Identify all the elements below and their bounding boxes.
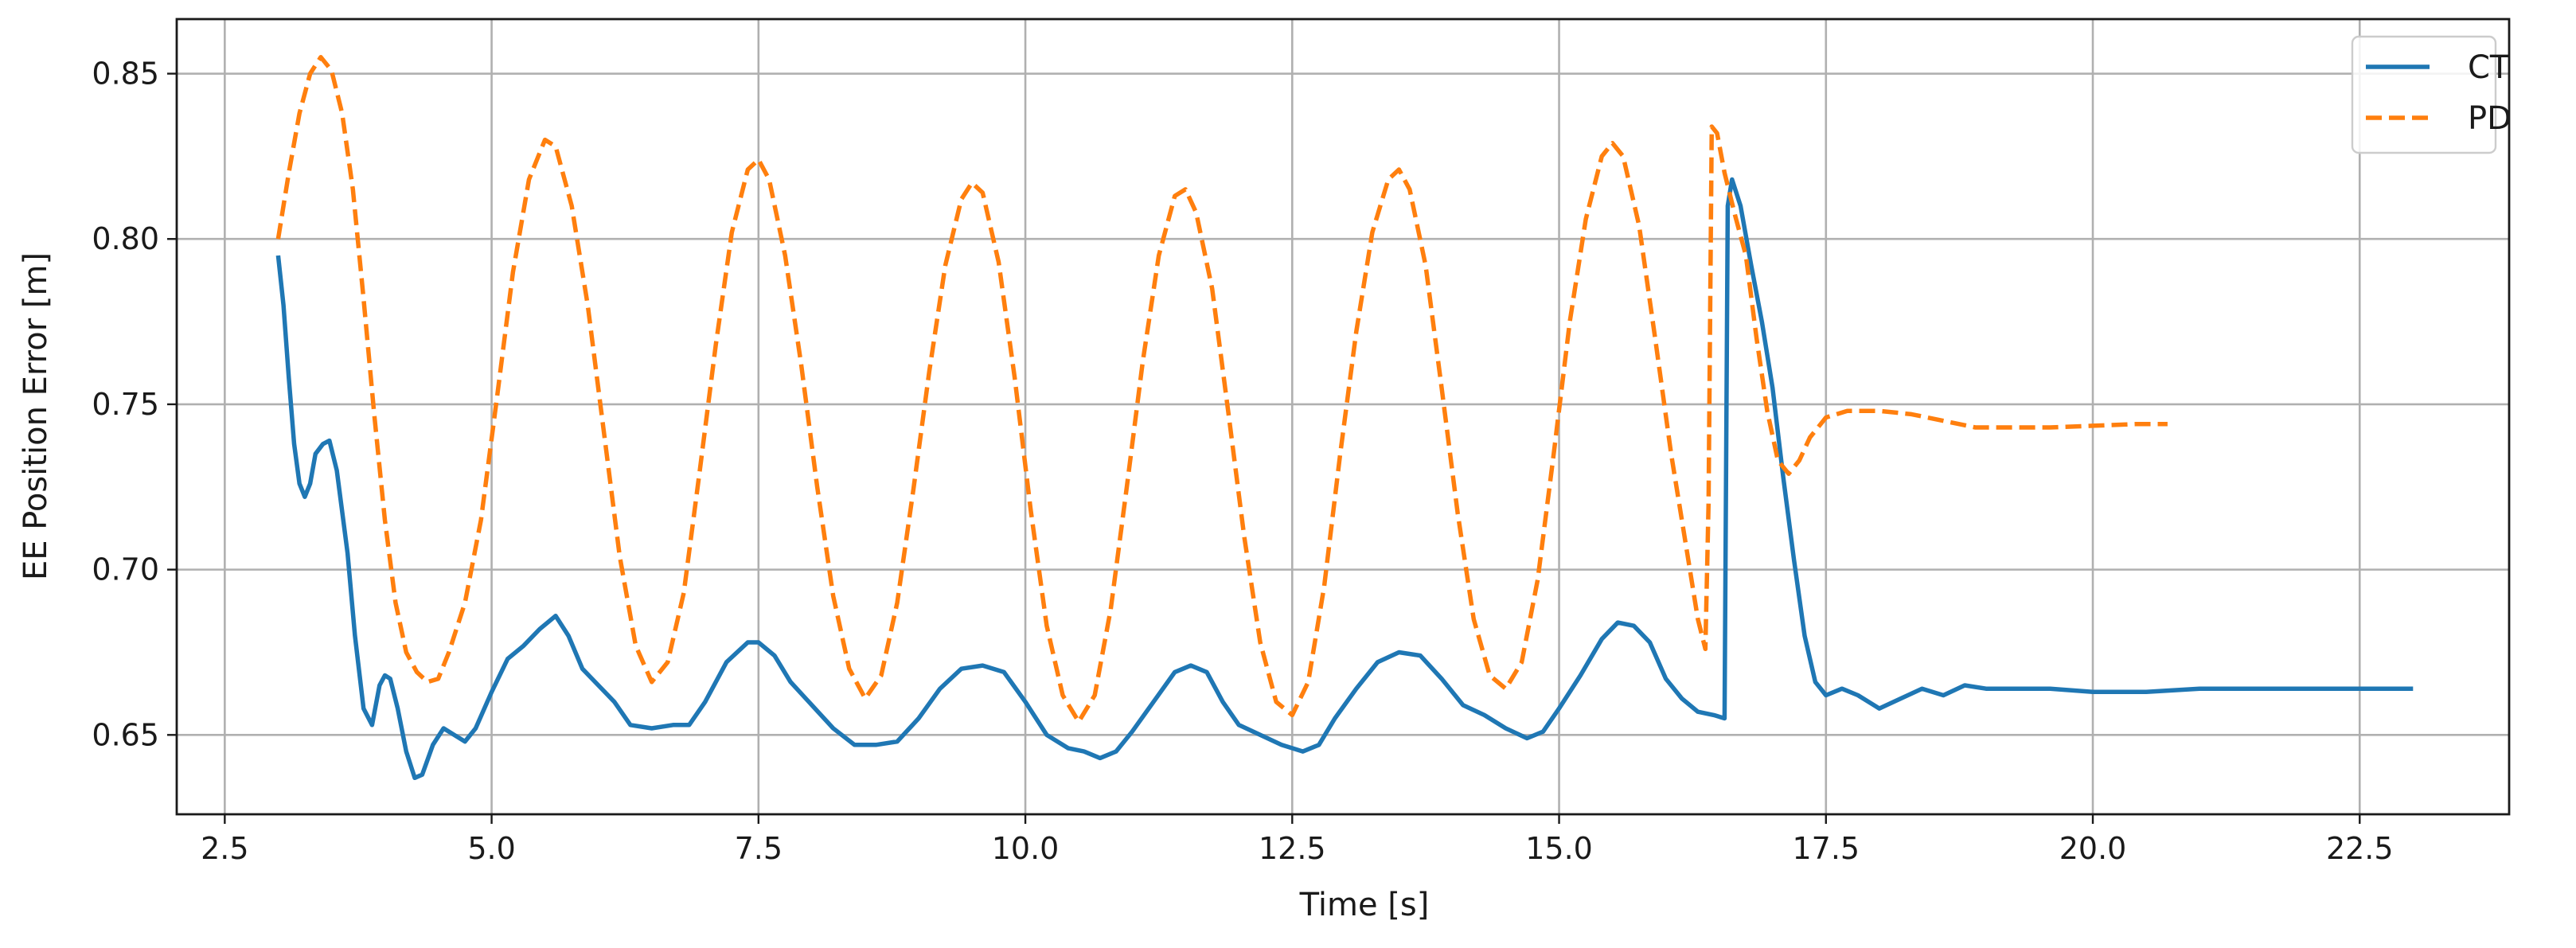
plot-frame xyxy=(175,18,2511,816)
x-tick-label: 7.5 xyxy=(735,831,783,866)
legend-label-pd: PD xyxy=(2468,100,2512,137)
x-tick-label: 17.5 xyxy=(1792,831,1860,866)
legend: CT PD xyxy=(2351,35,2512,154)
y-axis-ticks: 0.65 0.70 0.75 0.80 0.85 xyxy=(92,57,177,752)
y-tick-label: 0.80 xyxy=(92,221,159,256)
x-axis-label: Time [s] xyxy=(1299,887,1430,923)
legend-label-ct: CT xyxy=(2468,49,2510,86)
y-tick-label: 0.70 xyxy=(92,552,159,587)
x-axis-ticks: 2.5 5.0 7.5 10.0 12.5 15.0 17.5 20.0 22.5 xyxy=(201,814,2394,866)
grid-layer xyxy=(177,19,2509,814)
y-tick-label: 0.85 xyxy=(92,57,159,92)
y-tick-label: 0.75 xyxy=(92,387,159,422)
x-tick-label: 5.0 xyxy=(467,831,515,866)
x-tick-label: 22.5 xyxy=(2326,831,2394,866)
y-tick-label: 0.65 xyxy=(92,717,159,752)
x-tick-label: 12.5 xyxy=(1259,831,1326,866)
series-line-ct xyxy=(275,177,2414,781)
series-line-pd xyxy=(275,55,2168,724)
x-tick-label: 10.0 xyxy=(992,831,1060,866)
x-tick-label: 20.0 xyxy=(2059,831,2127,866)
series-layer xyxy=(275,55,2414,781)
x-tick-label: 2.5 xyxy=(201,831,248,866)
y-axis-label: EE Position Error [m] xyxy=(18,252,54,580)
x-tick-label: 15.0 xyxy=(1525,831,1593,866)
